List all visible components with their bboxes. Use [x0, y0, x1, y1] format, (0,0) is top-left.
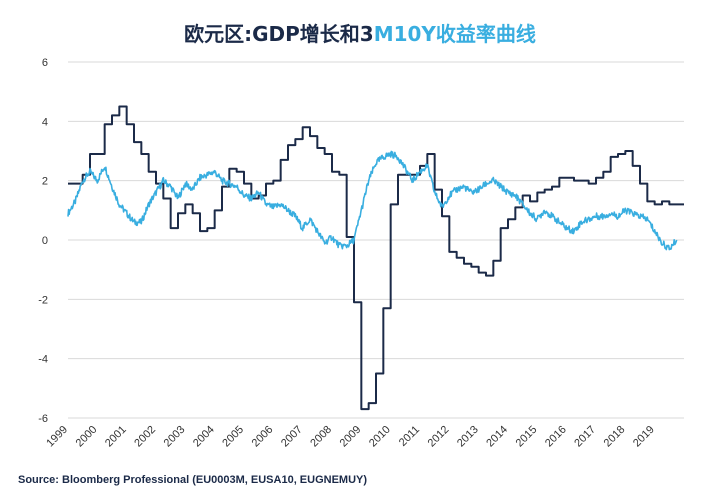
- chart-title: 欧元区:GDP增长和3M10Y收益率曲线: [0, 18, 720, 47]
- x-axis-ticks: 1999 2000 2001 2002 2003 2004 2005 2006 2007 2008…: [44, 424, 656, 450]
- chart-title-part1: 欧元区:GDP增长和3: [184, 22, 374, 46]
- series-line-gdp: [68, 105, 684, 411]
- chart-title-part2: M10Y收益率曲线: [373, 22, 536, 46]
- x-tick-label: 2015: [514, 424, 540, 450]
- x-tick-label: 2004: [191, 424, 217, 450]
- x-tick-label: 2013: [455, 424, 481, 450]
- x-tick-label: 2009: [338, 424, 364, 450]
- x-tick-label: 2010: [367, 424, 393, 450]
- x-tick-label: 2012: [426, 424, 452, 450]
- series-line-curve: [67, 150, 678, 251]
- y-tick-label: -2: [38, 294, 48, 306]
- gridlines: [68, 61, 684, 419]
- x-tick-label: 2003: [162, 424, 188, 450]
- x-tick-label: 2005: [220, 424, 246, 450]
- y-tick-label: -4: [38, 354, 48, 366]
- x-tick-label: 2017: [572, 424, 598, 450]
- x-tick-label: 2018: [602, 424, 628, 450]
- y-tick-label: 0: [42, 235, 48, 247]
- x-tick-label: 2000: [74, 424, 100, 450]
- y-tick-label: 2: [42, 176, 48, 188]
- x-tick-label: 2007: [279, 424, 305, 450]
- x-tick-label: 2001: [103, 424, 129, 450]
- y-tick-label: -6: [38, 413, 48, 425]
- x-tick-label: 1999: [44, 424, 70, 450]
- x-tick-label: 2002: [132, 424, 158, 450]
- source-note: Source: Bloomberg Professional (EU0003M,…: [18, 474, 368, 486]
- x-tick-label: 2019: [631, 424, 657, 450]
- y-axis-ticks: 6 4 2 0 -2 -4 -6: [38, 57, 48, 425]
- series-group: [67, 105, 684, 411]
- x-tick-label: 2008: [308, 424, 334, 450]
- y-tick-label: 4: [42, 116, 48, 128]
- x-tick-label: 2014: [484, 424, 510, 450]
- x-tick-label: 2006: [250, 424, 276, 450]
- x-tick-label: 2011: [397, 424, 422, 449]
- y-tick-label: 6: [42, 57, 48, 69]
- x-tick-label: 2016: [543, 424, 569, 450]
